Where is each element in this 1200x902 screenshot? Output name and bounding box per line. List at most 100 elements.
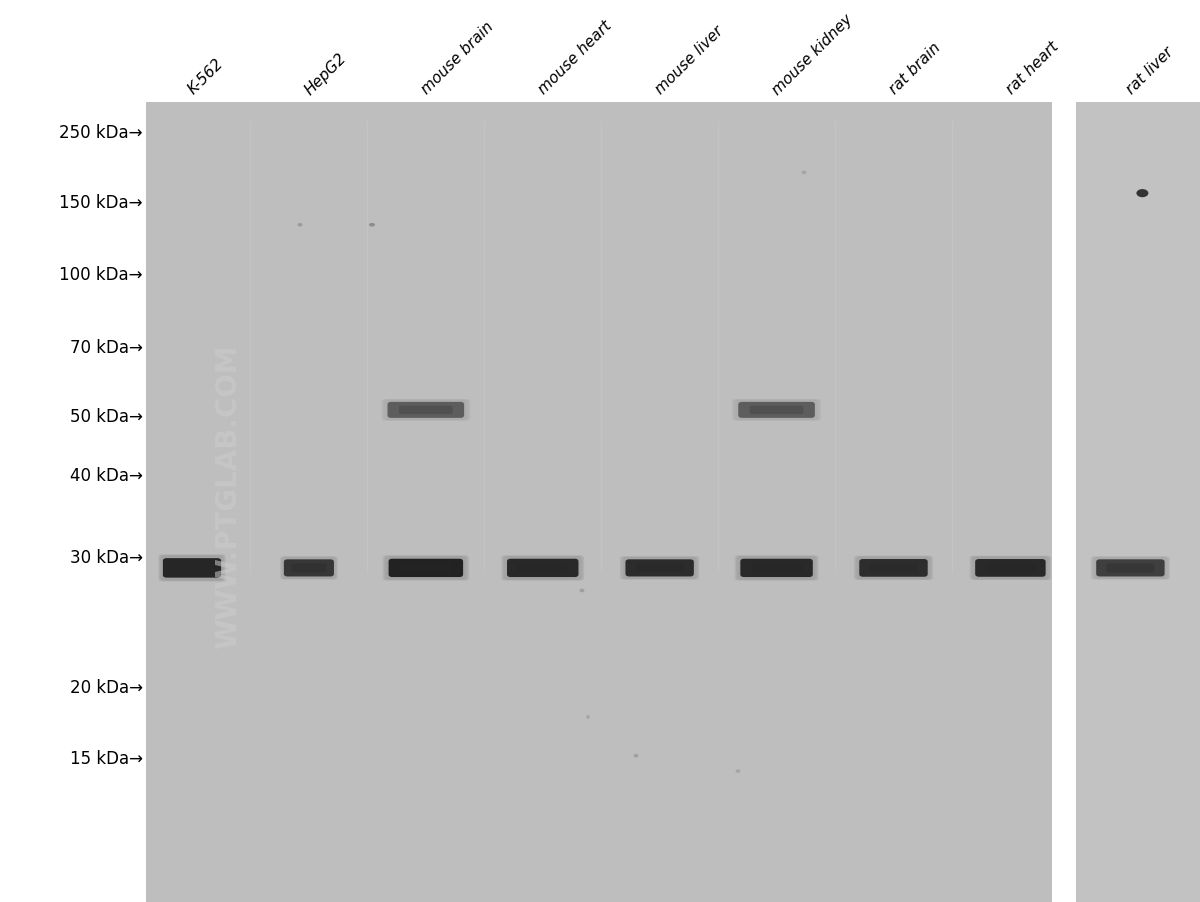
FancyBboxPatch shape (636, 564, 684, 573)
FancyBboxPatch shape (164, 557, 220, 580)
FancyBboxPatch shape (282, 557, 336, 579)
FancyBboxPatch shape (382, 400, 470, 421)
FancyBboxPatch shape (1106, 564, 1154, 573)
FancyBboxPatch shape (162, 556, 222, 581)
Ellipse shape (370, 224, 374, 227)
FancyBboxPatch shape (517, 564, 568, 573)
FancyBboxPatch shape (400, 564, 452, 573)
FancyBboxPatch shape (505, 557, 580, 580)
Text: 40 kDa→: 40 kDa→ (70, 466, 143, 484)
FancyBboxPatch shape (739, 557, 815, 580)
Text: 250 kDa→: 250 kDa→ (59, 124, 143, 142)
Text: HepG2: HepG2 (302, 50, 349, 97)
FancyBboxPatch shape (390, 557, 462, 579)
FancyBboxPatch shape (1093, 557, 1168, 579)
FancyBboxPatch shape (736, 556, 817, 581)
FancyBboxPatch shape (625, 559, 694, 577)
FancyBboxPatch shape (398, 406, 452, 415)
FancyBboxPatch shape (384, 400, 467, 420)
FancyBboxPatch shape (740, 557, 812, 579)
FancyBboxPatch shape (158, 555, 226, 582)
FancyBboxPatch shape (859, 557, 928, 579)
FancyBboxPatch shape (740, 559, 812, 577)
FancyBboxPatch shape (856, 557, 931, 580)
Text: rat brain: rat brain (887, 41, 943, 97)
FancyBboxPatch shape (1091, 557, 1170, 580)
FancyBboxPatch shape (751, 564, 802, 573)
FancyBboxPatch shape (742, 557, 811, 579)
FancyBboxPatch shape (163, 558, 221, 578)
FancyBboxPatch shape (736, 400, 818, 420)
FancyBboxPatch shape (1092, 557, 1169, 580)
FancyBboxPatch shape (386, 400, 466, 420)
FancyBboxPatch shape (857, 557, 930, 580)
FancyBboxPatch shape (284, 557, 334, 579)
Text: K-562: K-562 (185, 56, 226, 97)
Ellipse shape (298, 224, 302, 227)
FancyBboxPatch shape (971, 557, 1050, 580)
FancyBboxPatch shape (1097, 557, 1165, 579)
Ellipse shape (1136, 190, 1148, 198)
Ellipse shape (736, 769, 740, 773)
Ellipse shape (580, 589, 584, 593)
FancyBboxPatch shape (977, 557, 1044, 579)
Text: 15 kDa→: 15 kDa→ (70, 749, 143, 767)
FancyBboxPatch shape (383, 400, 469, 421)
FancyBboxPatch shape (737, 400, 816, 420)
FancyBboxPatch shape (281, 557, 337, 580)
FancyBboxPatch shape (1094, 557, 1166, 579)
FancyBboxPatch shape (622, 557, 698, 580)
FancyBboxPatch shape (733, 400, 820, 421)
FancyBboxPatch shape (870, 564, 918, 573)
FancyBboxPatch shape (389, 557, 463, 579)
FancyBboxPatch shape (860, 557, 926, 579)
FancyBboxPatch shape (625, 557, 694, 579)
FancyBboxPatch shape (388, 557, 464, 580)
FancyBboxPatch shape (508, 557, 578, 579)
FancyBboxPatch shape (972, 557, 1049, 580)
FancyBboxPatch shape (976, 559, 1045, 577)
Bar (1073, 103, 1200, 902)
Text: 100 kDa→: 100 kDa→ (59, 266, 143, 284)
FancyBboxPatch shape (389, 559, 463, 577)
FancyBboxPatch shape (1098, 558, 1163, 578)
FancyBboxPatch shape (858, 557, 929, 579)
FancyBboxPatch shape (502, 556, 584, 581)
FancyBboxPatch shape (503, 556, 583, 581)
Text: mouse brain: mouse brain (419, 20, 497, 97)
FancyBboxPatch shape (388, 402, 464, 419)
Text: rat heart: rat heart (1003, 40, 1062, 97)
FancyBboxPatch shape (854, 556, 934, 581)
FancyBboxPatch shape (985, 564, 1036, 573)
FancyBboxPatch shape (504, 557, 581, 580)
FancyBboxPatch shape (626, 558, 692, 578)
Text: rat liver: rat liver (1123, 45, 1176, 97)
Text: mouse liver: mouse liver (653, 23, 726, 97)
Text: WWW.PTGLAB.COM: WWW.PTGLAB.COM (214, 344, 242, 649)
FancyBboxPatch shape (161, 556, 223, 581)
FancyBboxPatch shape (283, 557, 335, 579)
Bar (146, 103, 1052, 902)
FancyBboxPatch shape (284, 558, 332, 578)
FancyBboxPatch shape (508, 559, 578, 577)
FancyBboxPatch shape (738, 557, 816, 580)
FancyBboxPatch shape (163, 557, 221, 580)
FancyBboxPatch shape (738, 402, 815, 419)
Text: 50 kDa→: 50 kDa→ (70, 408, 143, 426)
FancyBboxPatch shape (624, 557, 695, 579)
FancyBboxPatch shape (509, 557, 577, 579)
Text: mouse kidney: mouse kidney (769, 12, 856, 97)
FancyBboxPatch shape (172, 563, 212, 574)
FancyBboxPatch shape (160, 555, 224, 582)
FancyBboxPatch shape (385, 557, 466, 580)
FancyBboxPatch shape (620, 557, 700, 580)
FancyBboxPatch shape (973, 557, 1048, 579)
FancyBboxPatch shape (734, 556, 818, 581)
FancyBboxPatch shape (623, 557, 696, 579)
FancyBboxPatch shape (750, 406, 804, 415)
FancyBboxPatch shape (284, 559, 334, 577)
FancyBboxPatch shape (280, 557, 337, 580)
Text: mouse heart: mouse heart (535, 18, 614, 97)
FancyBboxPatch shape (976, 557, 1045, 579)
Text: 70 kDa→: 70 kDa→ (70, 338, 143, 356)
